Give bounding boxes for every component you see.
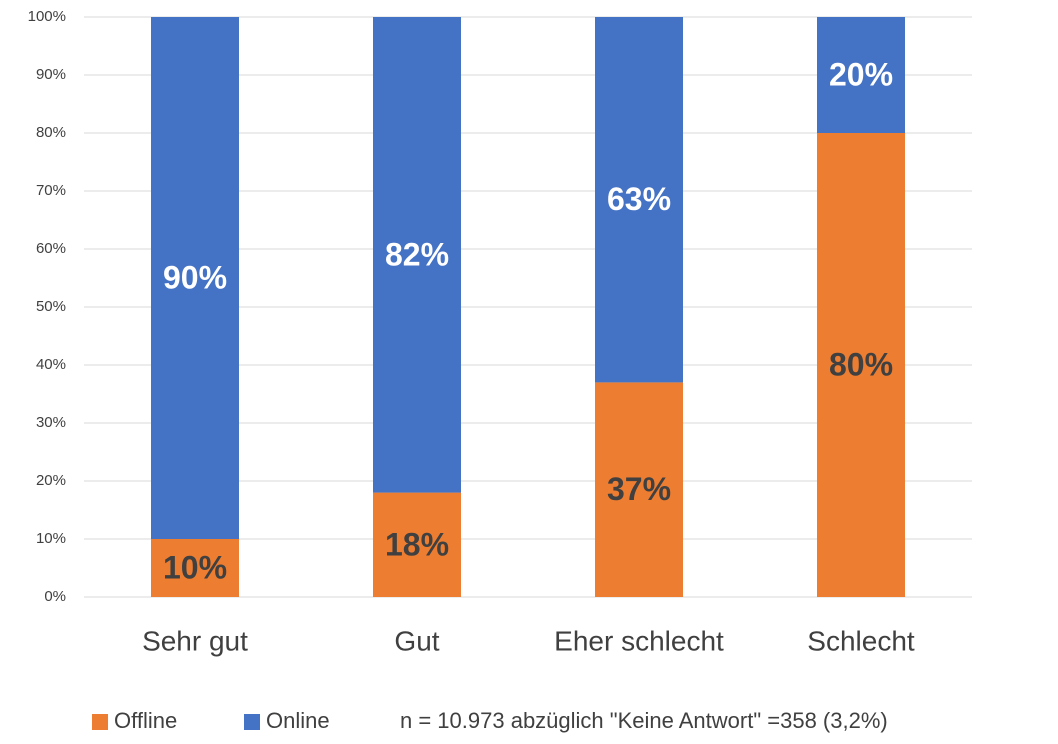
x-tick-label: Gut [394,625,439,656]
bar-segment [817,133,905,597]
y-tick-label: 80% [36,124,66,141]
data-label: 63% [607,181,671,217]
bar-segment [595,17,683,383]
bar-segment [373,492,461,597]
data-label: 20% [829,56,893,92]
data-label: 10% [163,549,227,585]
legend-label: Online [266,708,330,733]
data-label: 18% [385,526,449,562]
data-label: 37% [607,471,671,507]
data-label: 82% [385,236,449,272]
legend-swatch [92,714,108,730]
bar-segment [151,539,239,597]
data-label: 80% [829,346,893,382]
y-tick-label: 30% [36,414,66,431]
y-tick-label: 90% [36,66,66,83]
y-tick-label: 100% [28,8,66,25]
bar-segment [373,17,461,493]
x-tick-label: Schlecht [807,625,915,656]
bar-segment [595,382,683,597]
data-label: 90% [163,259,227,295]
y-tick-label: 40% [36,356,66,373]
legend-label: Offline [114,708,177,733]
footnote: n = 10.973 abzüglich "Keine Antwort" =35… [400,708,888,733]
x-tick-label: Sehr gut [142,625,248,656]
y-tick-label: 50% [36,298,66,315]
y-tick-label: 0% [44,588,66,605]
y-tick-label: 10% [36,530,66,547]
y-tick-label: 20% [36,472,66,489]
y-tick-label: 60% [36,240,66,257]
legend-swatch [244,714,260,730]
x-tick-label: Eher schlecht [554,625,724,656]
bar-segment [817,17,905,133]
y-tick-label: 70% [36,182,66,199]
bar-segment [151,17,239,539]
